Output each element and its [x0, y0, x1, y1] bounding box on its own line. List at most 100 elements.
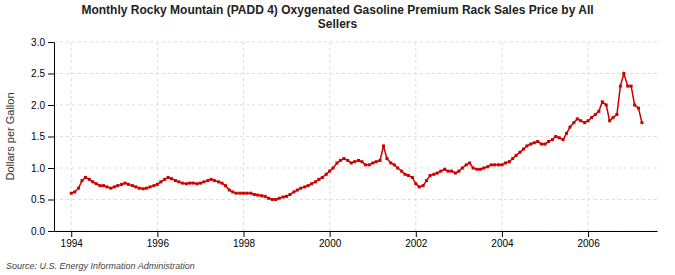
marker [497, 163, 500, 166]
marker [508, 160, 511, 163]
marker [353, 160, 356, 163]
marker [116, 184, 119, 187]
marker [590, 116, 593, 119]
marker [109, 187, 112, 190]
tick: 2004 [491, 231, 514, 249]
marker [429, 174, 432, 177]
tick-label: 2.0 [31, 100, 45, 111]
marker [317, 178, 320, 181]
marker [314, 180, 317, 183]
tick-label: 1996 [147, 238, 170, 249]
axis-line [55, 231, 658, 232]
marker [124, 182, 127, 185]
marker [177, 180, 180, 183]
tick-mark [48, 231, 54, 232]
marker [622, 72, 625, 75]
marker [360, 160, 363, 163]
marker [95, 182, 98, 185]
marker [278, 197, 281, 200]
marker [597, 110, 600, 113]
tick-mark [48, 42, 54, 43]
marker [572, 121, 575, 124]
marker [346, 159, 349, 162]
marker [576, 117, 579, 120]
marker [393, 163, 396, 166]
tick: 0.0 [31, 226, 54, 237]
tick: 3.0 [31, 37, 54, 48]
grid-line [157, 42, 158, 231]
marker [465, 163, 468, 166]
marker [612, 116, 615, 119]
marker [80, 179, 83, 182]
marker [486, 165, 489, 168]
grid-line [329, 42, 330, 231]
marker [425, 179, 428, 182]
marker [195, 182, 198, 185]
marker [558, 136, 561, 139]
marker [245, 192, 248, 195]
marker [371, 161, 374, 164]
marker [436, 172, 439, 175]
marker [551, 138, 554, 141]
marker [217, 180, 220, 183]
tick-mark [157, 231, 158, 237]
marker [202, 180, 205, 183]
marker [490, 163, 493, 166]
marker [235, 192, 238, 195]
tick-mark [502, 231, 503, 237]
y-axis-title: Dollars per Gallon [4, 92, 16, 180]
tick-label: 1.5 [31, 131, 45, 142]
marker [515, 154, 518, 157]
marker [522, 148, 525, 151]
marker [253, 193, 256, 196]
tick-mark [416, 231, 417, 237]
grid-line [54, 42, 657, 43]
marker [142, 187, 145, 190]
marker [379, 159, 382, 162]
marker [605, 104, 608, 107]
marker [256, 194, 259, 197]
marker [325, 173, 328, 176]
marker [422, 184, 425, 187]
marker [292, 190, 295, 193]
marker [84, 176, 87, 179]
grid-line [54, 168, 657, 169]
source-note: Source: U.S. Energy Information Administ… [6, 261, 195, 271]
marker [533, 141, 536, 144]
marker [77, 187, 80, 190]
marker [113, 185, 116, 188]
marker [565, 132, 568, 135]
marker [454, 172, 457, 175]
marker [568, 126, 571, 129]
marker [70, 192, 73, 195]
marker [414, 182, 417, 185]
marker [145, 187, 148, 190]
marker [389, 161, 392, 164]
grid-line [54, 199, 657, 200]
marker [342, 157, 345, 160]
tick-label: 2002 [405, 238, 428, 249]
marker [285, 195, 288, 198]
marker [271, 198, 274, 201]
marker [457, 170, 460, 173]
marker [350, 161, 353, 164]
tick: 2006 [577, 231, 600, 249]
marker [583, 121, 586, 124]
marker [443, 168, 446, 171]
marker [432, 173, 435, 176]
marker [418, 185, 421, 188]
grid [54, 42, 657, 231]
marker [439, 170, 442, 173]
marker [228, 189, 231, 192]
marker [587, 119, 590, 122]
marker [310, 182, 313, 185]
marker [601, 100, 604, 103]
tick-mark [48, 74, 54, 75]
grid-line [54, 105, 657, 106]
tick-label: 1.0 [31, 163, 45, 174]
marker [239, 192, 242, 195]
marker [404, 173, 407, 176]
marker [640, 121, 643, 124]
tick-mark [48, 137, 54, 138]
marker [479, 168, 482, 171]
